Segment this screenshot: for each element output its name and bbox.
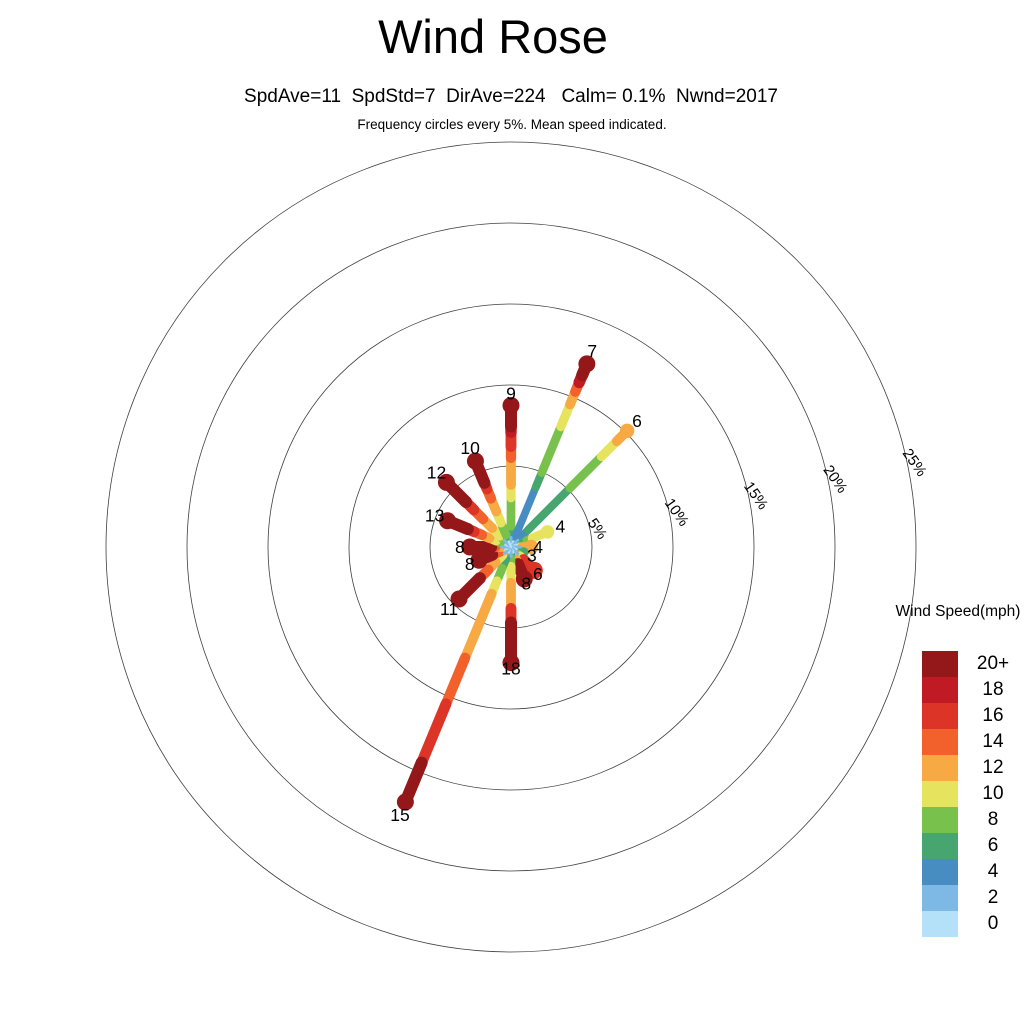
wind-spoke-nne bbox=[507, 355, 596, 551]
legend-bin-label: 0 bbox=[987, 913, 999, 934]
spoke-mean-speed-label-nnw: 10 bbox=[460, 438, 480, 458]
spoke-tip bbox=[502, 396, 520, 414]
spoke-tip bbox=[439, 512, 457, 530]
spoke-tip bbox=[470, 551, 488, 569]
legend-bin-label: 14 bbox=[982, 731, 1004, 752]
legend-swatch bbox=[922, 780, 958, 807]
spoke-tip bbox=[396, 793, 414, 811]
legend-swatch bbox=[922, 910, 958, 937]
legend-swatch bbox=[922, 832, 958, 859]
spoke-segment bbox=[537, 423, 565, 477]
legend-bin-label: 8 bbox=[987, 809, 999, 830]
wind-spoke-ssw bbox=[396, 543, 515, 811]
spoke-mean-speed-label-sse: 8 bbox=[521, 574, 531, 594]
spoke-mean-speed-label-ese: 3 bbox=[527, 546, 537, 566]
frequency-ring bbox=[348, 384, 674, 710]
spoke-tip bbox=[540, 525, 555, 539]
legend-rows: 20+ 18 16 14 12 10 8 6 4 2 0 bbox=[888, 650, 1024, 937]
spoke-segment bbox=[556, 401, 575, 432]
legend-row: 4 bbox=[888, 858, 1024, 885]
spoke-tip bbox=[619, 423, 635, 439]
legend-row: 12 bbox=[888, 754, 1024, 781]
legend-bin-label: 20+ bbox=[976, 653, 1010, 674]
spoke-mean-speed-label-sw: 11 bbox=[440, 599, 458, 619]
spoke-segment bbox=[441, 652, 471, 708]
legend-swatch bbox=[922, 702, 958, 729]
spoke-mean-speed-label-e: 4 bbox=[533, 537, 543, 557]
legend-swatch bbox=[922, 884, 958, 911]
chart-note-line: Frequency circles every 5%. Mean speed i… bbox=[357, 117, 667, 132]
legend-swatch bbox=[922, 676, 958, 703]
spoke-segment bbox=[507, 485, 539, 551]
spoke-tip bbox=[466, 452, 484, 470]
legend-row: 18 bbox=[888, 676, 1024, 703]
spoke-segment bbox=[523, 485, 573, 535]
legend-row: 10 bbox=[888, 780, 1024, 807]
chart-title: Wind Rose bbox=[378, 10, 608, 63]
wind-spoke-ne bbox=[507, 423, 635, 551]
legend-swatch bbox=[922, 806, 958, 833]
spoke-mean-speed-label-ssw: 15 bbox=[390, 805, 409, 825]
legend-row: 6 bbox=[888, 832, 1024, 859]
calm-ray bbox=[507, 540, 513, 549]
legend-bin-label: 6 bbox=[987, 835, 999, 856]
frequency-ring-label: 20% bbox=[819, 462, 850, 496]
legend-row: 14 bbox=[888, 728, 1024, 755]
spoke-tip bbox=[437, 473, 455, 491]
frequency-ring-label: 10% bbox=[661, 495, 692, 529]
legend-swatch bbox=[922, 728, 958, 755]
spoke-mean-speed-label-ene: 4 bbox=[556, 517, 566, 537]
frequency-ring-label: 5% bbox=[584, 515, 610, 543]
legend-swatch bbox=[922, 754, 958, 781]
spoke-mean-speed-label-n: 9 bbox=[506, 383, 516, 403]
spoke-tip bbox=[515, 570, 533, 588]
frequency-ring-label: 25% bbox=[899, 446, 930, 480]
legend-row: 0 bbox=[888, 910, 1024, 937]
legend-swatch bbox=[922, 858, 958, 885]
legend-row: 2 bbox=[888, 884, 1024, 911]
legend-bin-label: 18 bbox=[982, 679, 1004, 700]
legend-row: 16 bbox=[888, 702, 1024, 729]
spoke-segment bbox=[416, 698, 452, 767]
spoke-mean-speed-label-wnw: 13 bbox=[425, 505, 444, 525]
legend-bin-label: 10 bbox=[982, 783, 1004, 804]
spoke-tip bbox=[502, 654, 520, 672]
spoke-mean-speed-label-w: 8 bbox=[455, 537, 465, 557]
spoke-segment bbox=[596, 437, 621, 462]
frequency-ring bbox=[267, 303, 755, 791]
spoke-tip bbox=[450, 590, 468, 608]
spoke-mean-speed-label-wsw: 8 bbox=[465, 554, 475, 574]
legend-title: Wind Speed(mph) bbox=[895, 603, 1021, 620]
spoke-mean-speed-label-ne: 6 bbox=[632, 411, 642, 431]
spoke-tip bbox=[578, 355, 596, 373]
spoke-segment bbox=[460, 588, 497, 662]
legend-bin-label: 12 bbox=[982, 757, 1004, 778]
frequency-ring bbox=[186, 222, 836, 872]
calm-center-marker bbox=[500, 536, 522, 558]
frequency-ring-label: 15% bbox=[740, 479, 771, 513]
spoke-mean-speed-label-nw: 12 bbox=[427, 463, 446, 483]
legend-row: 20+ bbox=[888, 650, 1024, 677]
spoke-mean-speed-label-s: 18 bbox=[501, 659, 520, 679]
legend-bin-label: 16 bbox=[982, 705, 1004, 726]
legend-swatch bbox=[922, 650, 958, 677]
frequency-ring bbox=[105, 141, 917, 953]
legend-row: 8 bbox=[888, 806, 1024, 833]
wind-spoke-n bbox=[502, 396, 520, 551]
spoke-mean-speed-label-nne: 7 bbox=[587, 341, 597, 361]
legend-bin-label: 2 bbox=[987, 887, 999, 908]
wind-spoke-nnw bbox=[466, 452, 515, 551]
spoke-tip bbox=[461, 538, 479, 556]
legend-bin-label: 4 bbox=[987, 861, 999, 882]
chart-stats-line: SpdAve=11 SpdStd=7 DirAve=224 Calm= 0.1%… bbox=[244, 86, 778, 107]
spoke-segment bbox=[565, 453, 605, 493]
wind-speed-legend: Wind Speed(mph) 20+ 18 16 14 12 10 8 6 4 2 0 bbox=[888, 604, 1024, 937]
spoke-mean-speed-label-se: 6 bbox=[533, 564, 543, 584]
